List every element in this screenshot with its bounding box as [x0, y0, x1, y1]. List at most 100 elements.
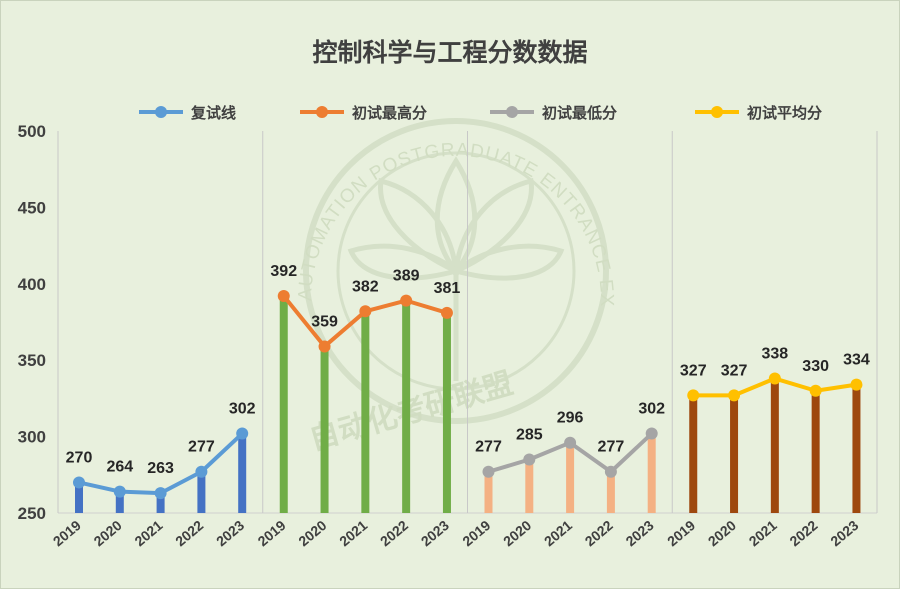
- x-tick-label: 2020: [500, 517, 534, 549]
- data-label: 296: [557, 410, 584, 427]
- x-tick-label: 2023: [213, 517, 247, 549]
- y-tick-label: 450: [18, 198, 46, 217]
- data-point: [850, 378, 863, 391]
- data-point: [809, 384, 822, 397]
- legend-swatch-marker: [316, 106, 328, 118]
- x-tick-label: 2019: [459, 517, 493, 549]
- legend-swatch-marker: [711, 106, 723, 118]
- legend-entry-label: 初试最低分: [542, 104, 617, 122]
- x-tick-label: 2022: [582, 517, 616, 549]
- data-label: 285: [516, 427, 543, 444]
- bar: [279, 296, 288, 513]
- data-point: [195, 465, 208, 478]
- data-label: 264: [106, 459, 133, 476]
- data-label: 277: [475, 439, 502, 456]
- data-point: [73, 476, 85, 489]
- data-point: [645, 427, 658, 440]
- watermark-leaves: [347, 156, 565, 381]
- x-tick-label: 2019: [50, 517, 84, 549]
- x-axis: 2019 2020 2021 2022 2023 2019 2020 2021 2022 2023…: [50, 517, 862, 549]
- x-tick-label: 2021: [541, 517, 575, 549]
- data-label: 338: [761, 346, 788, 363]
- x-tick-label: 2022: [377, 517, 411, 549]
- y-tick-label: 250: [18, 504, 46, 523]
- y-tick-label: 350: [18, 351, 46, 370]
- data-label: 327: [721, 362, 748, 379]
- chart-title: 控制科学与工程分数数据: [312, 38, 587, 67]
- data-point: [768, 372, 781, 385]
- data-label: 302: [638, 401, 665, 418]
- bar: [115, 491, 124, 513]
- data-point: [482, 465, 495, 478]
- x-tick-label: 2020: [705, 517, 739, 549]
- watermark-seal: AUTOMATION POSTGRADUATE ENTRANCE EXAMINA…: [1, 1, 616, 458]
- data-label: 389: [393, 268, 420, 285]
- data-point: [523, 453, 536, 466]
- data-point: [687, 389, 700, 402]
- data-point: [564, 436, 577, 449]
- data-point: [277, 290, 290, 303]
- x-tick-label: 2021: [131, 517, 165, 549]
- series-lines: [73, 290, 863, 500]
- x-tick-label: 2023: [418, 517, 452, 549]
- x-tick-label: 2022: [172, 517, 206, 549]
- group-separators: [57, 131, 878, 513]
- x-tick-label: 2022: [786, 517, 820, 549]
- bar: [361, 311, 370, 513]
- bar: [402, 300, 411, 513]
- bar: [811, 390, 820, 513]
- data-point: [154, 487, 167, 500]
- data-point: [728, 389, 741, 402]
- data-label: 277: [188, 439, 215, 456]
- x-tick-label: 2021: [336, 517, 370, 549]
- data-label: 334: [843, 352, 870, 369]
- bar: [730, 395, 739, 513]
- bar: [238, 433, 247, 513]
- x-tick-label: 2019: [255, 517, 289, 549]
- data-label: 392: [270, 263, 297, 280]
- data-label: 359: [311, 313, 338, 330]
- bar: [320, 346, 329, 513]
- watermark-outer-ring: [303, 118, 609, 424]
- data-point: [236, 427, 249, 440]
- data-point: [440, 306, 453, 319]
- legend-entry-label: 复试线: [190, 104, 236, 122]
- data-point: [359, 305, 372, 318]
- data-label: 330: [802, 358, 829, 375]
- data-labels: 270 264 263 277 302 392 359 382 389 381 277 285 296 2…: [66, 263, 870, 477]
- x-tick-label: 2023: [827, 517, 861, 549]
- data-label: 270: [66, 449, 93, 466]
- x-tick-label: 2020: [295, 517, 329, 549]
- bar: [647, 433, 656, 513]
- data-label: 277: [598, 439, 625, 456]
- data-label: 302: [229, 401, 256, 418]
- data-label: 382: [352, 278, 379, 295]
- legend-entry-label: 初试平均分: [747, 104, 822, 122]
- bar: [606, 471, 615, 513]
- y-tick-label: 300: [18, 428, 46, 447]
- bar: [75, 482, 83, 513]
- watermark-inner-ring: [336, 151, 576, 391]
- x-tick-label: 2019: [664, 517, 698, 549]
- x-tick-label: 2021: [746, 517, 780, 549]
- bar: [525, 459, 534, 513]
- bar: [852, 384, 861, 513]
- data-point: [400, 294, 413, 307]
- y-tick-label: 500: [18, 122, 46, 141]
- x-tick-label: 2023: [622, 517, 656, 549]
- legend-swatch-marker: [155, 106, 167, 118]
- bars: [75, 296, 861, 513]
- legend-swatch-marker: [506, 106, 518, 118]
- bar: [566, 442, 575, 513]
- data-point: [604, 465, 617, 478]
- x-tick-label: 2020: [91, 517, 125, 549]
- data-label: 327: [680, 362, 707, 379]
- bar: [689, 395, 698, 513]
- bar: [484, 471, 493, 513]
- data-label: 263: [147, 460, 174, 477]
- data-point: [113, 485, 126, 498]
- data-label: 381: [434, 280, 461, 297]
- bar: [770, 378, 779, 513]
